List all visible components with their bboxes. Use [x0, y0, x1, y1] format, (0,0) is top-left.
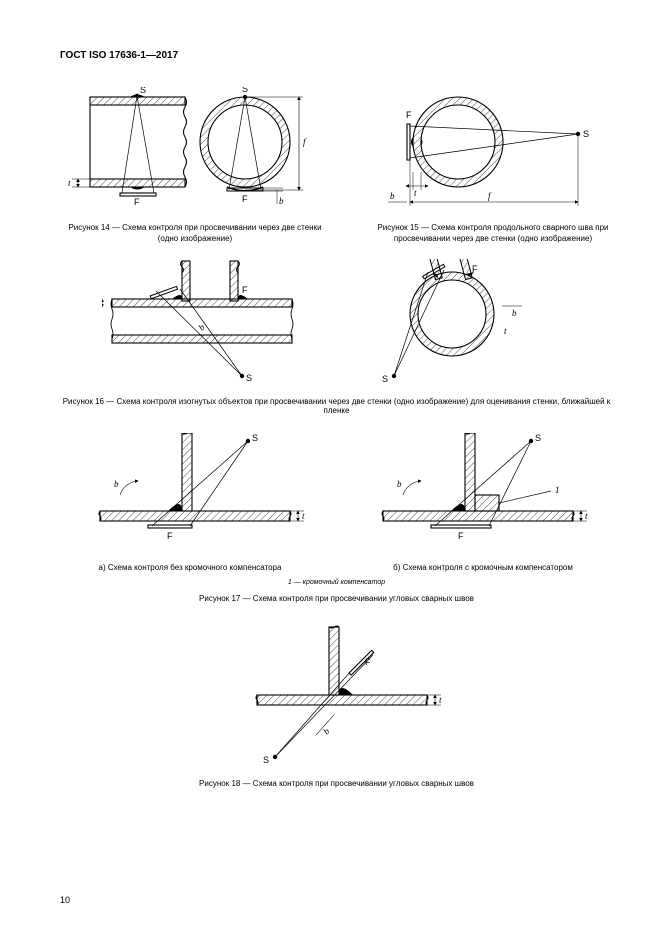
svg-text:b: b — [114, 479, 119, 489]
figure-17b-subcaption: б) Схема контроля с кромочным компенсато… — [353, 563, 613, 574]
svg-text:t: t — [585, 511, 588, 521]
figure-17a-block: F S t b а) Схема контроля без кромочного… — [60, 433, 320, 574]
figure-16a-svg: F S t b — [102, 259, 322, 389]
svg-text:t: t — [68, 178, 71, 188]
svg-text:b: b — [512, 308, 517, 318]
figure-18-caption: Рисунок 18 — Схема контроля при просвечи… — [60, 779, 613, 788]
figure-14-block: S F t S F — [60, 87, 330, 245]
figure-17a-subcaption: а) Схема контроля без кромочного компенс… — [60, 563, 320, 574]
svg-text:F: F — [134, 197, 140, 207]
figure-15-svg: F S f b t — [373, 87, 613, 217]
svg-text:t: t — [302, 511, 305, 521]
svg-text:F: F — [458, 531, 464, 541]
figure-18-svg: F S t b — [207, 621, 467, 771]
figure-17-legend: 1 — кромочный компенсатор — [60, 579, 613, 586]
figure-row-1: S F t S F — [60, 87, 613, 245]
svg-text:S: S — [246, 373, 252, 383]
svg-text:F: F — [406, 110, 412, 120]
figure-16b-svg: F S b t — [352, 259, 572, 389]
figure-16-caption: Рисунок 16 — Схема контроля изогнутых об… — [60, 397, 613, 415]
figure-15-block: F S f b t Рисунок 15 — Схема контро — [373, 87, 613, 245]
svg-text:S: S — [382, 374, 388, 384]
svg-text:f: f — [488, 191, 492, 201]
svg-text:F: F — [472, 264, 478, 274]
figure-row-4: F S t b — [60, 621, 613, 771]
figure-17b-svg: 1 F S t b — [353, 433, 613, 563]
svg-text:S: S — [140, 87, 146, 95]
svg-text:S: S — [263, 755, 269, 765]
svg-text:f: f — [303, 137, 307, 147]
svg-text:t: t — [414, 188, 417, 198]
svg-text:b: b — [196, 321, 207, 332]
figure-17-caption: Рисунок 17 — Схема контроля при просвечи… — [60, 594, 613, 603]
document-header: ГОСТ ISO 17636-1—2017 — [60, 50, 613, 61]
svg-text:F: F — [242, 194, 248, 204]
svg-text:S: S — [583, 129, 589, 139]
svg-text:F: F — [167, 531, 173, 541]
figure-14-caption: Рисунок 14 — Схема контроля при просвечи… — [60, 223, 330, 245]
svg-text:F: F — [242, 285, 248, 295]
svg-text:b: b — [397, 479, 402, 489]
svg-text:S: S — [242, 87, 248, 94]
svg-text:t: t — [439, 695, 442, 705]
svg-text:b: b — [390, 191, 395, 201]
figure-15-caption: Рисунок 15 — Схема контроля продольного … — [373, 223, 613, 245]
svg-text:S: S — [252, 433, 258, 443]
svg-text:S: S — [535, 433, 541, 443]
figure-17a-svg: F S t b — [60, 433, 320, 563]
svg-text:b: b — [279, 196, 284, 206]
figure-row-2: F S t b F S — [60, 259, 613, 389]
figure-17b-block: 1 F S t b б) Схема контроля с кромочным … — [353, 433, 613, 574]
figure-14-svg: S F t S F — [60, 87, 330, 217]
figure-row-3: F S t b а) Схема контроля без кромочного… — [60, 433, 613, 574]
page-number: 10 — [60, 895, 70, 905]
svg-text:1: 1 — [555, 485, 560, 495]
svg-text:t: t — [504, 326, 507, 336]
